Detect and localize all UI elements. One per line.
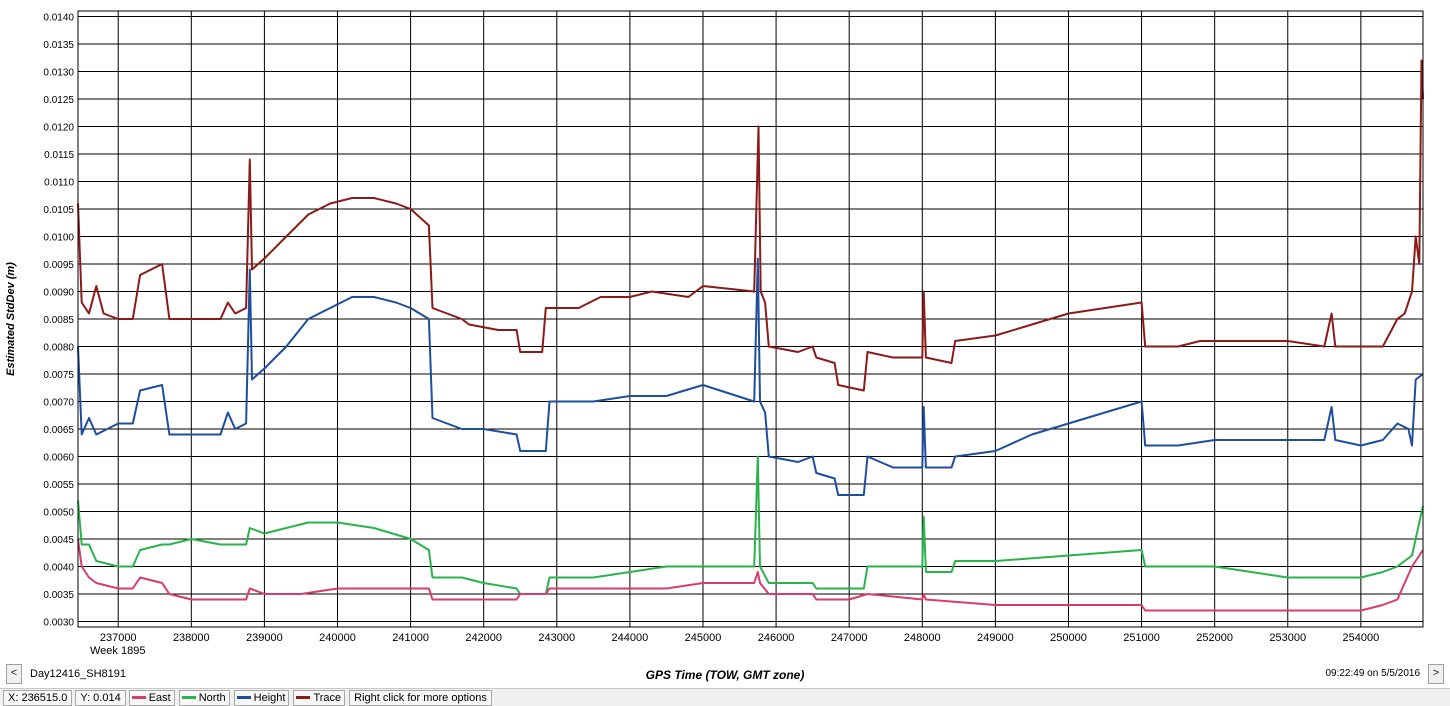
x-tick-label: 244000 bbox=[612, 632, 649, 644]
legend-trace[interactable]: Trace bbox=[293, 689, 346, 706]
legend-east-label: East bbox=[148, 691, 171, 704]
y-tick-label: 0.0045 bbox=[43, 535, 74, 546]
series-line-north bbox=[77, 455, 1424, 595]
week-label: Week 1895 bbox=[90, 645, 145, 657]
x-tick-label: 248000 bbox=[904, 632, 941, 644]
y-tick-label: 0.0040 bbox=[43, 563, 74, 574]
legend-east-swatch bbox=[131, 696, 146, 699]
y-tick-label: 0.0105 bbox=[43, 205, 74, 216]
series-line-east bbox=[77, 538, 1424, 612]
y-tick-label: 0.0050 bbox=[43, 508, 74, 519]
y-tick-label: 0.0125 bbox=[43, 95, 74, 106]
y-tick-label: 0.0060 bbox=[43, 453, 74, 464]
status-bar: X: 236515.0 Y: 0.014 East North Height T… bbox=[0, 688, 1450, 706]
y-tick-label: 0.0090 bbox=[43, 288, 74, 299]
x-tick-label: 246000 bbox=[758, 632, 795, 644]
y-tick-label: 0.0135 bbox=[43, 40, 74, 51]
y-tick-label: 0.0095 bbox=[43, 260, 74, 271]
x-tick-label: 237000 bbox=[100, 632, 137, 644]
grid-lines bbox=[78, 11, 1423, 627]
x-tick-label: 252000 bbox=[1196, 632, 1233, 644]
x-tick-labels: 237000 238000 239000 240000 241000 242000 2430… bbox=[100, 632, 1379, 644]
x-tick-label: 240000 bbox=[319, 632, 356, 644]
x-tick-label: 241000 bbox=[392, 632, 429, 644]
y-tick-label: 0.0140 bbox=[43, 13, 74, 24]
legend-height[interactable]: Height bbox=[233, 689, 290, 706]
legend-trace-label: Trace bbox=[313, 691, 342, 704]
y-tick-label: 0.0035 bbox=[43, 590, 74, 601]
series-line-trace bbox=[77, 59, 1424, 392]
y-tick-label: 0.0055 bbox=[43, 480, 74, 491]
x-tick-label: 243000 bbox=[538, 632, 575, 644]
legend-east[interactable]: East bbox=[128, 689, 175, 706]
timestamp: 09:22:49 on 5/5/2016 bbox=[1325, 668, 1420, 679]
x-axis-label: GPS Time (TOW, GMT zone) bbox=[645, 668, 805, 682]
x-tick-label: 253000 bbox=[1269, 632, 1306, 644]
x-readout: X: 236515.0 bbox=[3, 689, 73, 706]
chart-plot[interactable]: 0.0030 0.0035 0.0040 0.0045 0.0050 0.0055 0.00… bbox=[0, 0, 1450, 660]
status-hint: Right click for more options bbox=[349, 689, 492, 706]
y-tick-label: 0.0085 bbox=[43, 315, 74, 326]
x-tick-label: 238000 bbox=[173, 632, 210, 644]
y-tick-label: 0.0120 bbox=[43, 123, 74, 134]
y-tick-label: 0.0070 bbox=[43, 398, 74, 409]
y-axis-label: Estimated StdDev (m) bbox=[5, 262, 17, 376]
legend-north[interactable]: North bbox=[178, 689, 230, 706]
y-tick-label: 0.0100 bbox=[43, 233, 74, 244]
plot-frame bbox=[77, 10, 1424, 628]
bottom-bar: < Day12416_SH8191 GPS Time (TOW, GMT zon… bbox=[0, 660, 1450, 688]
x-tick-label: 245000 bbox=[685, 632, 722, 644]
x-tick-label: 242000 bbox=[465, 632, 502, 644]
legend-north-label: North bbox=[198, 691, 226, 704]
prev-button[interactable]: < bbox=[6, 664, 22, 684]
legend-trace-swatch bbox=[296, 696, 311, 699]
next-button[interactable]: > bbox=[1428, 664, 1444, 684]
y-tick-label: 0.0080 bbox=[43, 343, 74, 354]
x-tick-label: 247000 bbox=[831, 632, 868, 644]
x-tick-label: 254000 bbox=[1343, 632, 1380, 644]
y-tick-label: 0.0030 bbox=[43, 618, 74, 629]
x-tick-label: 249000 bbox=[977, 632, 1014, 644]
y-readout: Y: 0.014 bbox=[75, 689, 126, 706]
legend-north-swatch bbox=[181, 696, 196, 699]
y-tick-label: 0.0065 bbox=[43, 425, 74, 436]
y-tick-label: 0.0110 bbox=[44, 178, 74, 189]
y-tick-labels: 0.0030 0.0035 0.0040 0.0045 0.0050 0.0055 0.00… bbox=[43, 13, 74, 629]
series-line-height bbox=[77, 257, 1424, 496]
y-tick-label: 0.0075 bbox=[43, 370, 74, 381]
dataset-label: Day12416_SH8191 bbox=[30, 668, 127, 680]
series-lines bbox=[77, 59, 1424, 612]
legend-height-swatch bbox=[236, 696, 251, 699]
legend-height-label: Height bbox=[253, 691, 286, 704]
y-tick-label: 0.0115 bbox=[44, 150, 74, 161]
y-tick-label: 0.0130 bbox=[43, 68, 74, 79]
x-tick-label: 239000 bbox=[246, 632, 283, 644]
x-tick-label: 250000 bbox=[1050, 632, 1087, 644]
x-tick-label: 251000 bbox=[1123, 632, 1160, 644]
